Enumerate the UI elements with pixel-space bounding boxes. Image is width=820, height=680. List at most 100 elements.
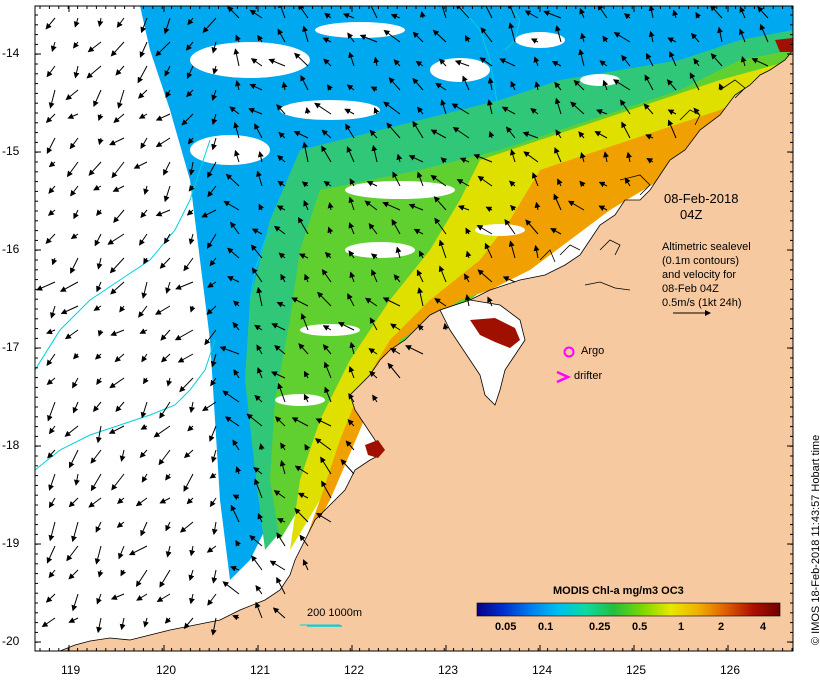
velocity-arrow (73, 473, 80, 486)
velocity-arrow (479, 57, 493, 67)
velocity-arrow (408, 155, 424, 163)
velocity-arrow (598, 181, 608, 188)
velocity-arrow (186, 209, 194, 216)
velocity-arrow (508, 6, 516, 19)
velocity-arrow (342, 13, 355, 19)
velocity-arrow (273, 490, 286, 499)
velocity-arrow (211, 137, 217, 151)
velocity-arrow (383, 101, 401, 115)
velocity-arrow (72, 41, 80, 49)
velocity-arrow (138, 305, 148, 318)
velocity-arrow (277, 382, 286, 403)
velocity-arrow (322, 325, 332, 331)
velocity-arrow (141, 353, 148, 363)
colorbar-tick-label: 4 (760, 621, 767, 633)
velocity-arrow (155, 41, 171, 57)
velocity-arrow (570, 101, 585, 115)
velocity-arrow (666, 79, 677, 91)
chl-band-mid (245, 30, 793, 550)
velocity-arrow (327, 226, 334, 235)
velocity-arrow (51, 257, 58, 266)
legend-line: 0.5m/s (1kt 24h) (662, 297, 742, 309)
velocity-arrow (368, 223, 378, 235)
velocity-arrow (418, 250, 425, 259)
velocity-arrow (579, 152, 586, 163)
velocity-arrow (621, 54, 631, 67)
lon-label: 123 (438, 663, 459, 677)
velocity-arrow (456, 179, 470, 187)
velocity-arrow (278, 6, 286, 19)
velocity-arrow (392, 171, 401, 187)
velocity-arrow (64, 425, 79, 437)
velocity-arrow (59, 281, 79, 292)
velocity-arrow (695, 11, 702, 19)
velocity-arrow (416, 269, 424, 283)
velocity-arrow (211, 113, 218, 126)
velocity-arrow (183, 617, 194, 630)
velocity-arrow (135, 569, 148, 588)
velocity-arrow (646, 52, 654, 67)
velocity-arrow (92, 401, 102, 412)
velocity-arrow (645, 134, 654, 140)
velocity-arrow (303, 393, 310, 403)
velocity-arrow (672, 9, 679, 19)
velocity-arrow (417, 324, 424, 331)
velocity-arrow (88, 161, 102, 176)
velocity-arrow (95, 521, 102, 533)
argo-label: Argo (581, 345, 605, 357)
velocity-arrow (508, 240, 516, 259)
velocity-arrow (155, 113, 171, 121)
velocity-arrow (115, 65, 125, 76)
velocity-arrow (235, 34, 241, 43)
velocity-arrow (48, 473, 56, 491)
velocity-arrow (348, 393, 355, 403)
velocity-arrow (211, 449, 217, 463)
velocity-arrow (116, 521, 125, 528)
velocity-arrow (439, 58, 447, 67)
velocity-arrow (73, 17, 80, 28)
velocity-arrow (323, 361, 332, 379)
velocity-arrow (452, 126, 470, 139)
velocity-arrow (233, 48, 240, 67)
velocity-arrow (280, 273, 286, 283)
velocity-arrow (227, 6, 240, 19)
drifter-marker (556, 370, 572, 384)
velocity-arrow (523, 151, 539, 163)
velocity-arrow (579, 7, 585, 19)
velocity-arrow (390, 347, 401, 355)
velocity-arrow (140, 17, 148, 34)
lat-label: -20 (2, 634, 20, 648)
velocity-arrow (45, 233, 56, 245)
velocity-arrow (165, 521, 171, 532)
velocity-arrow (163, 17, 171, 35)
velocity-arrow (321, 129, 332, 139)
velocity-arrow (276, 301, 286, 308)
velocity-arrow (382, 297, 401, 307)
velocity-arrow (183, 473, 194, 492)
velocity-arrow (293, 130, 309, 139)
velocity-arrow (485, 206, 493, 213)
velocity-arrow (210, 377, 217, 387)
velocity-arrow (301, 181, 309, 188)
velocity-arrow (435, 82, 447, 91)
velocity-arrow (96, 209, 103, 216)
velocity-arrow (139, 449, 148, 459)
velocity-arrow (669, 51, 677, 67)
velocity-arrow (107, 233, 125, 245)
velocity-arrow (473, 153, 493, 163)
velocity-arrow (94, 233, 102, 247)
velocity-arrow (188, 161, 195, 176)
velocity-arrow (298, 343, 309, 355)
velocity-arrow (412, 120, 424, 139)
velocity-arrow (174, 329, 194, 341)
velocity-arrow (386, 122, 401, 139)
velocity-arrow (189, 305, 196, 313)
velocity-arrow (440, 99, 447, 115)
velocity-arrow (477, 175, 493, 187)
velocity-arrow (302, 559, 309, 571)
velocity-arrow (46, 377, 56, 385)
velocity-arrow (50, 305, 56, 319)
velocity-arrow (405, 345, 424, 355)
velocity-arrow (45, 113, 56, 124)
velocity-arrow (693, 107, 700, 115)
